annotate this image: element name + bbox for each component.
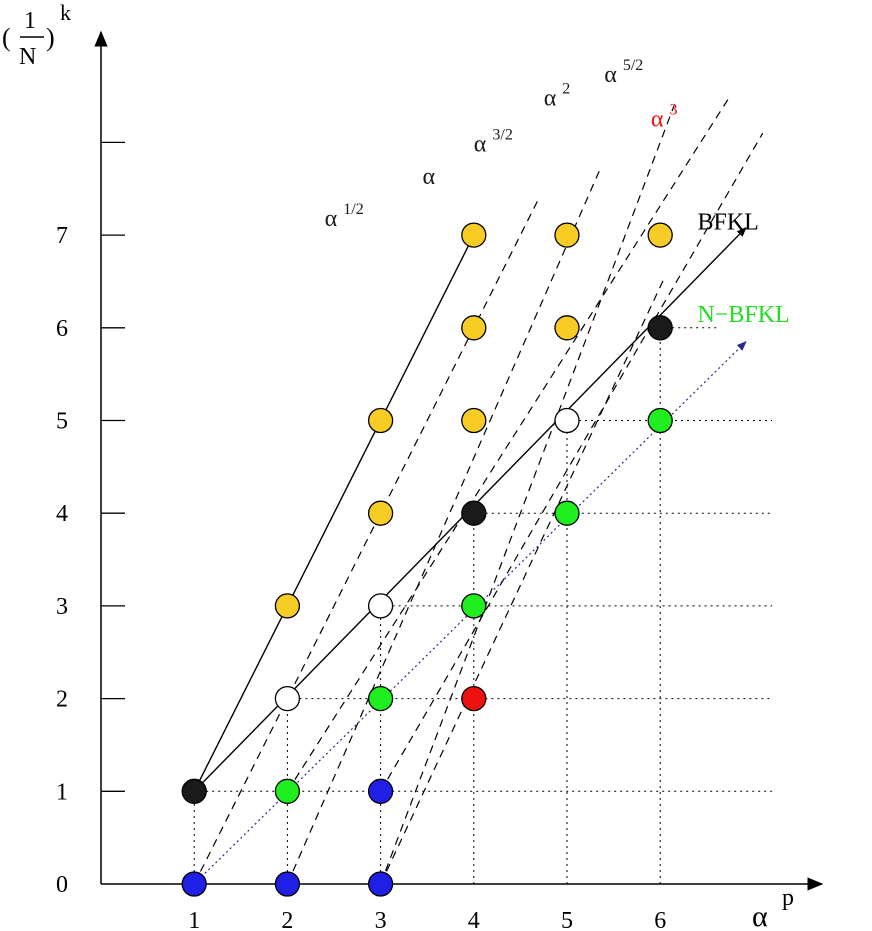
- line-label-4: α 5/2: [604, 57, 643, 88]
- point-2-0-blue: [274, 871, 301, 897]
- point-3-5-yellow: [367, 407, 394, 434]
- dashed-line-alpha-2: [380, 105, 675, 885]
- y-axis-label-close-paren: ): [46, 23, 55, 52]
- dashed-line-alpha-3-2: [286, 169, 601, 885]
- x-axis-label: α p: [752, 885, 794, 931]
- y-tick-label-7: 7: [56, 223, 68, 249]
- point-4-2-red: [461, 685, 487, 712]
- solid-line-alpha-half: [193, 234, 475, 792]
- y-axis-label-numerator: 1: [24, 8, 36, 34]
- point-4-3-green: [461, 593, 487, 619]
- dashed-line-alpha-5-2: [286, 95, 731, 792]
- y-axis-label-denominator: N: [19, 44, 36, 70]
- line-label-1: α: [423, 164, 436, 190]
- x-tick-label-6: 6: [654, 908, 666, 931]
- x-tick-label-3: 3: [375, 908, 387, 931]
- point-3-1-blue: [367, 778, 394, 804]
- line-label-6: BFKL: [697, 210, 758, 236]
- y-tick-label-5: 5: [56, 409, 68, 435]
- line-label-7: N−BFKL: [697, 302, 789, 328]
- point-6-7-yellow: [647, 222, 673, 248]
- point-5-6-yellow: [554, 315, 580, 341]
- y-axis-label-exponent: k: [60, 0, 71, 25]
- point-6-6-black: [647, 315, 673, 341]
- point-2-2-white: [274, 685, 301, 712]
- y-tick-label-6: 6: [56, 316, 68, 342]
- point-2-1-green: [274, 778, 301, 804]
- point-3-0-blue: [367, 871, 394, 897]
- point-3-3-white: [367, 593, 394, 619]
- y-tick-label-3: 3: [56, 594, 68, 620]
- point-4-6-yellow: [461, 315, 487, 341]
- point-6-5-green: [647, 407, 673, 434]
- y-tick-label-0: 0: [56, 872, 68, 898]
- point-1-1-black: [181, 778, 207, 804]
- dashed-line-alpha: [193, 197, 540, 885]
- x-tick-label-4: 4: [468, 908, 480, 931]
- x-tick-label-1: 1: [188, 908, 200, 931]
- x-axis-label-base: α: [752, 900, 768, 931]
- line-label-0: α 1/2: [325, 201, 364, 232]
- y-axis-label: ( 1 N ) k: [2, 0, 71, 70]
- y-tick-label-2: 2: [56, 687, 68, 713]
- dashed-line-alpha-3: [380, 132, 764, 792]
- point-5-4-green: [554, 500, 580, 526]
- plot-area: 0 1 2 3 4 5 6 7 1 2 3 4 5 6 α 1/2 α α 3/2 α 2 α 5/2 α 3 BFKL N−BFK…: [56, 30, 824, 931]
- line-label-2: α 3/2: [474, 127, 513, 158]
- x-tick-label-2: 2: [281, 908, 293, 931]
- y-axis-label-open-paren: (: [2, 23, 11, 52]
- point-4-4-black: [461, 500, 487, 526]
- point-3-4-yellow: [367, 500, 394, 526]
- point-5-7-yellow: [554, 222, 580, 248]
- point-1-0-blue: [181, 871, 207, 897]
- x-axis-label-superscript: p: [782, 885, 794, 911]
- dashed-line-extra: [380, 276, 666, 885]
- y-tick-label-1: 1: [56, 779, 68, 805]
- point-4-5-yellow: [461, 407, 487, 434]
- point-5-5-white: [554, 407, 580, 434]
- point-3-2-green: [367, 685, 394, 712]
- point-2-3-yellow: [274, 593, 301, 619]
- x-tick-label-5: 5: [561, 908, 573, 931]
- y-tick-label-4: 4: [56, 501, 68, 527]
- point-4-7-yellow: [461, 222, 487, 248]
